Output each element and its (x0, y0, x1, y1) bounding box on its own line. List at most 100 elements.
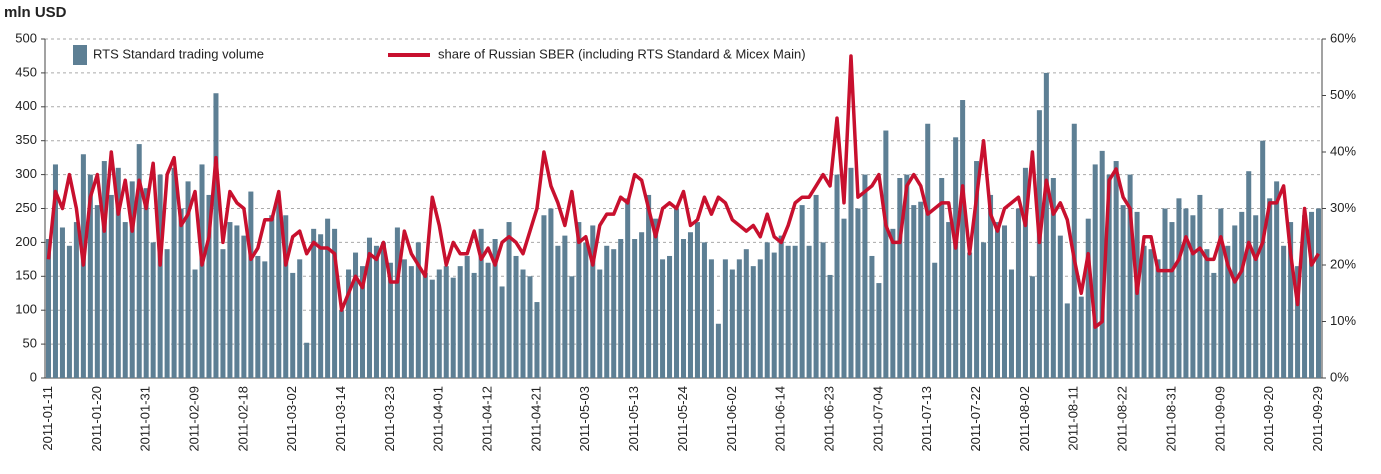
bar (1008, 269, 1014, 378)
bar (178, 208, 184, 378)
bar (443, 266, 449, 378)
line (46, 54, 1320, 329)
bar (1057, 235, 1063, 378)
bar (276, 200, 282, 378)
bar (241, 235, 247, 378)
bar (869, 255, 875, 378)
bar (1239, 211, 1245, 378)
bar (813, 194, 819, 378)
bar (743, 249, 749, 378)
bar (1043, 72, 1049, 379)
bar (1295, 266, 1301, 378)
x-tick-label: 2011-08-22 (1115, 386, 1130, 452)
bar (297, 259, 303, 378)
bar (736, 259, 742, 378)
x-tick-label: 2011-03-14 (333, 386, 348, 452)
bar (1267, 198, 1273, 378)
y2-tick-label: 50% (1330, 87, 1356, 102)
bar (653, 218, 659, 378)
bar (1050, 177, 1056, 378)
bar (457, 266, 463, 378)
bar (1211, 272, 1217, 378)
bar (1169, 222, 1175, 378)
bar (339, 310, 345, 378)
bar (674, 208, 680, 378)
bar (1315, 208, 1322, 378)
bar (394, 227, 400, 378)
bar (576, 222, 582, 378)
bar (1197, 194, 1203, 378)
x-tick-label: 2011-08-31 (1163, 386, 1178, 452)
bar (960, 100, 966, 379)
bar (66, 245, 72, 378)
bar (73, 222, 79, 378)
bar (1225, 245, 1231, 378)
bar (855, 208, 861, 378)
bar (1092, 164, 1098, 378)
bar (206, 194, 212, 378)
y-tick-label: 200 (15, 234, 37, 249)
bar (995, 222, 1001, 378)
bar (227, 222, 233, 378)
bar (1260, 140, 1266, 378)
bar (918, 201, 924, 378)
y2-tick-label: 40% (1330, 143, 1356, 158)
bar (660, 259, 666, 378)
bar (541, 215, 547, 378)
bar (701, 242, 707, 378)
bar (555, 245, 561, 378)
bar (1141, 245, 1147, 378)
bar (185, 181, 191, 378)
bar (115, 167, 121, 378)
bar (785, 245, 791, 378)
x-tick-label: 2011-03-23 (382, 386, 397, 452)
bar (1127, 174, 1133, 378)
bar (415, 242, 421, 378)
x-tick-label: 2011-07-04 (870, 386, 885, 452)
bar (1162, 208, 1168, 378)
bar (192, 269, 198, 378)
x-tick-label: 2011-02-09 (186, 386, 201, 452)
bar (1232, 225, 1238, 378)
bar (401, 259, 407, 378)
bar (722, 259, 728, 378)
y2-tick-label: 60% (1330, 30, 1356, 45)
bar (799, 205, 805, 378)
bar (1064, 303, 1070, 378)
bar (764, 242, 770, 378)
bar (108, 194, 114, 378)
bar (834, 174, 840, 378)
bar (436, 269, 442, 378)
bar (380, 242, 386, 378)
x-tick-label: 2011-08-11 (1066, 386, 1081, 451)
bar (199, 164, 205, 378)
x-tick-label: 2011-07-22 (968, 386, 983, 452)
bar (136, 144, 142, 378)
y-tick-label: 150 (15, 268, 37, 283)
bar (59, 227, 65, 378)
legend-label: RTS Standard trading volume (93, 46, 264, 61)
bar (932, 262, 938, 378)
bar (687, 232, 693, 378)
bar (569, 276, 575, 378)
y-tick-label: 500 (15, 30, 37, 45)
bar (583, 242, 589, 378)
bar (694, 222, 700, 378)
bar (283, 215, 289, 378)
y-tick-label: 50 (23, 336, 37, 351)
bar (618, 239, 624, 378)
bar (359, 266, 366, 378)
bar (332, 228, 338, 378)
x-tick-label: 2011-01-20 (89, 386, 104, 452)
bar (87, 174, 93, 378)
legend-label: share of Russian SBER (including RTS Sta… (438, 46, 806, 61)
bar (939, 177, 945, 378)
bar (562, 235, 568, 378)
bar (981, 242, 987, 378)
bar (171, 167, 177, 378)
bar (311, 228, 317, 378)
bar (890, 228, 896, 378)
y-tick-label: 350 (15, 132, 37, 147)
bar (876, 283, 882, 378)
y2-tick-label: 0% (1330, 369, 1349, 384)
